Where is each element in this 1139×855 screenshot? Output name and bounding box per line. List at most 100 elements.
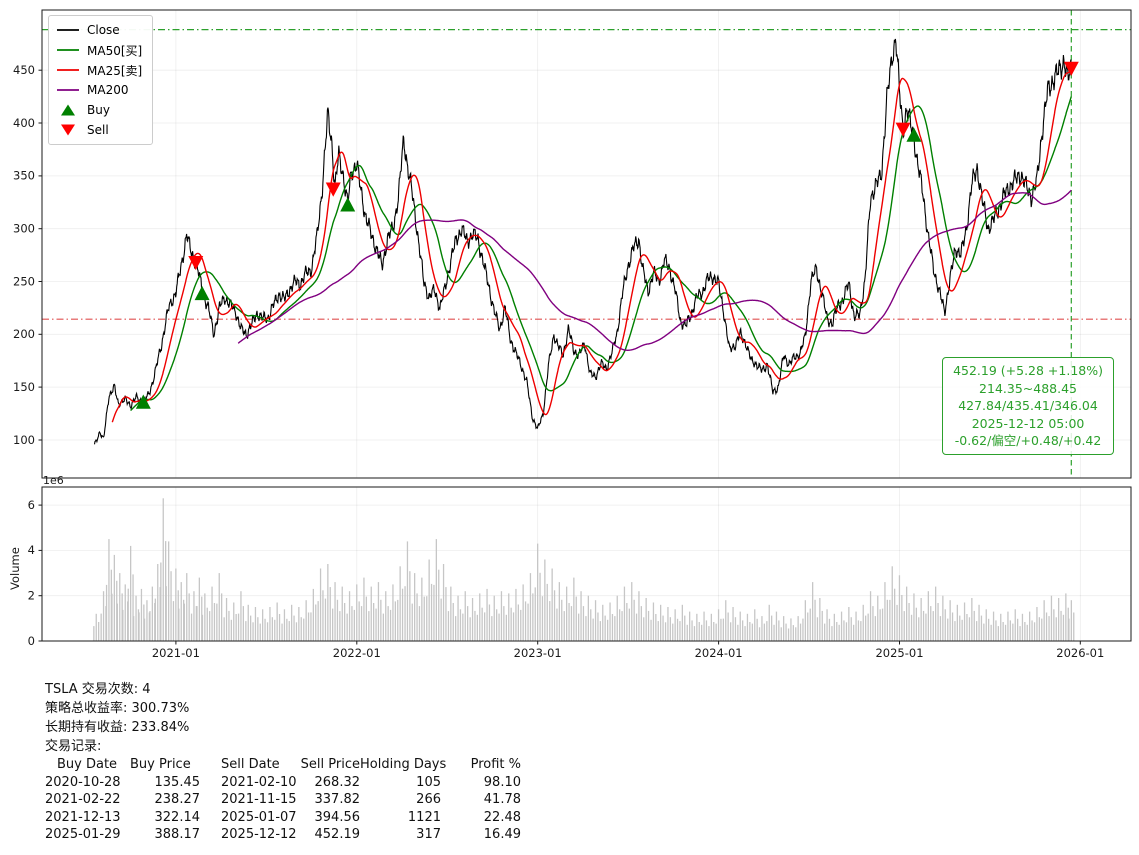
summary-hold-return: 长期持有收益: 233.84%	[45, 720, 190, 735]
xtick-label: 2021-01	[152, 646, 200, 660]
ma200-line-swatch-icon	[56, 84, 80, 96]
info-line-3: 427.84/435.41/346.04	[958, 398, 1098, 414]
xtick-label: 2022-01	[333, 646, 381, 660]
ma50-line-swatch-icon	[56, 44, 80, 56]
sell-marker	[188, 255, 204, 271]
price-ytick-label: 350	[13, 169, 35, 183]
volume-ytick-label: 6	[28, 498, 35, 512]
trade-cell: 41.78	[483, 792, 521, 807]
chart-canvas: 100 150 200 250 300 350 400 450 0 2 4 6 2021-01 2022-…	[13, 9, 1132, 660]
price-ytick-label: 200	[13, 327, 35, 341]
legend: Close MA50[买] MA25[卖] MA200 Buy Sell	[48, 15, 154, 145]
gridlines	[42, 10, 1131, 642]
trade-cell: 337.82	[314, 792, 361, 807]
buy-marker	[906, 127, 922, 142]
price-plot-border	[41, 9, 1132, 479]
trade-col-header: Sell Price	[300, 757, 360, 772]
price-ytick-label: 100	[13, 433, 35, 447]
volume-scale-label: 1e6	[43, 474, 64, 487]
trade-cell: 2025-01-29	[45, 827, 121, 842]
price-volume-chart: 100 150 200 250 300 350 400 450 0 2 4 6 2021-01 2022-…	[8, 9, 1132, 660]
trade-col-header: Buy Price	[130, 757, 191, 772]
legend-label: Close	[87, 23, 120, 37]
legend-label: Sell	[87, 123, 109, 137]
ma200-line	[237, 189, 1072, 351]
price-ytick-label: 300	[13, 222, 35, 236]
close-line	[93, 38, 1072, 445]
trade-log-heading: 交易记录:	[45, 739, 102, 754]
buy-marker	[194, 285, 210, 301]
trade-table-header: Buy Date Buy Price Sell Date Sell Price Hold…	[45, 756, 1139, 774]
ma25-line	[111, 70, 1072, 423]
trade-cell: 98.10	[483, 774, 521, 790]
ma50-line	[130, 96, 1072, 412]
price-ytick-label: 250	[13, 274, 35, 288]
trade-col-header: Sell Date	[221, 757, 280, 772]
volume-ytick-label: 2	[28, 589, 35, 603]
strategy-report: TSLA 交易次数: 4 策略总收益率: 300.73% 长期持有收益: 233…	[0, 668, 1139, 844]
quote-info-box: 452.19 (+5.28 +1.18%) 214.35~488.45 427.84…	[942, 357, 1114, 455]
trade-col-header: Buy Date	[57, 757, 118, 772]
sell-marker	[325, 182, 341, 197]
volume-plot-border	[41, 486, 1132, 642]
trade-cell: 322.14	[154, 809, 201, 825]
trade-cell: 238.27	[154, 792, 201, 807]
legend-item-buy: Buy	[56, 101, 142, 119]
xtick-label: 2026-01	[1056, 646, 1104, 660]
trade-row: 2021-12-13 322.14 2025-01-07 394.56 1121 22.4…	[45, 809, 1139, 827]
close-line-swatch-icon	[56, 24, 80, 36]
legend-item-ma50: MA50[买]	[56, 41, 142, 59]
buy-marker	[135, 394, 151, 409]
trade-cell: 268.32	[314, 774, 361, 790]
info-line-4: 2025-12-12 05:00	[971, 415, 1085, 431]
price-ytick-label: 150	[13, 380, 35, 394]
legend-label: MA25[卖]	[87, 63, 143, 78]
volume-bars	[93, 498, 1075, 641]
trade-cell: 317	[416, 827, 441, 842]
trade-col-header: Holding Days	[360, 757, 447, 772]
trade-cell: 266	[416, 792, 441, 807]
summary-trades-count: TSLA 交易次数: 4	[45, 682, 151, 697]
buy-marker-icon	[56, 103, 80, 117]
trade-cell: 2020-10-28	[45, 774, 121, 790]
price-ytick-label: 400	[13, 116, 35, 130]
volume-ytick-label: 0	[28, 634, 35, 648]
info-line-2: 214.35~488.45	[979, 380, 1077, 396]
sell-marker-icon	[56, 123, 80, 137]
buy-marker	[340, 197, 356, 212]
trade-row: 2020-10-28 135.45 2021-02-10 268.32 105 98.10	[45, 774, 1139, 792]
volume-ytick-label: 4	[28, 543, 35, 557]
legend-label: MA200	[87, 83, 129, 97]
legend-label: Buy	[87, 103, 110, 117]
trade-row: 2021-02-22 238.27 2021-11-15 337.82 266 41.78	[45, 791, 1139, 809]
trade-cell: 135.45	[154, 774, 201, 790]
trade-cell: 2021-12-13	[45, 809, 121, 825]
trade-cell: 105	[416, 774, 441, 790]
xtick-label: 2023-01	[514, 646, 562, 660]
trade-cell: 1121	[407, 809, 441, 825]
axis-tick-labels: 100 150 200 250 300 350 400 450 0 2 4 6 2021-01 2022-…	[13, 63, 1104, 660]
ma25-line-swatch-icon	[56, 64, 80, 76]
trade-cell: 452.19	[314, 827, 361, 842]
sell-marker	[1063, 61, 1079, 76]
trade-cell: 388.17	[154, 827, 201, 842]
xtick-label: 2024-01	[695, 646, 743, 660]
axis-ticks	[38, 69, 1081, 645]
trade-cell: 2025-01-07	[221, 809, 297, 825]
legend-item-ma25: MA25[卖]	[56, 61, 142, 79]
legend-item-sell: Sell	[56, 121, 142, 139]
trade-cell: 2025-12-12	[221, 827, 297, 842]
trade-row: 2025-01-29 388.17 2025-12-12 452.19 317 16.49	[45, 826, 1139, 844]
trade-table: Buy Date Buy Price Sell Date Sell Price Hold…	[45, 756, 1139, 844]
trade-cell: 22.48	[483, 809, 521, 825]
trade-cell: 2021-11-15	[221, 792, 297, 807]
trade-col-header: Profit %	[470, 757, 521, 772]
trade-cell: 2021-02-10	[221, 774, 297, 790]
legend-label: MA50[买]	[87, 43, 143, 58]
volume-axis-label: Volume	[8, 547, 22, 590]
price-ytick-label: 450	[13, 63, 35, 77]
info-line-1: 452.19 (+5.28 +1.18%)	[953, 363, 1103, 378]
sell-marker	[895, 122, 911, 137]
info-line-5: -0.62/偏空/+0.48/+0.42	[954, 433, 1102, 449]
